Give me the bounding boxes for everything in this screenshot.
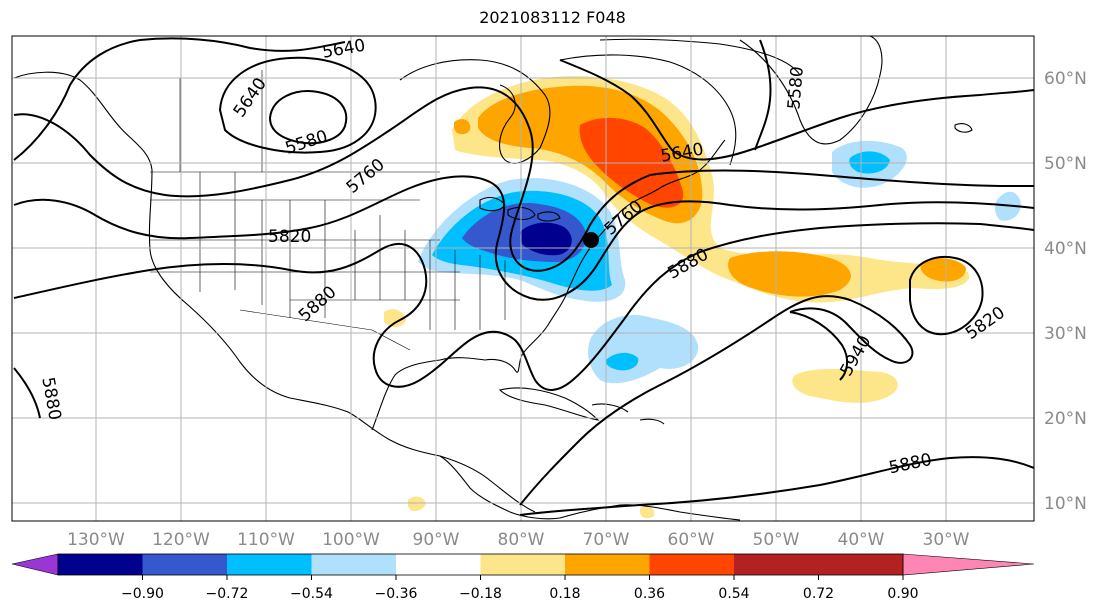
colorbar-tick-label: 0.90: [887, 586, 918, 602]
pos-anomaly-small-4: [454, 119, 471, 135]
lon-label: 130°W: [67, 530, 125, 550]
lon-label: 80°W: [498, 530, 545, 550]
colorbar-tick-label: 0.18: [549, 586, 580, 602]
lat-label: 50°N: [1044, 154, 1087, 174]
colorbar-segment: [734, 554, 819, 575]
colorbar-segment: [818, 554, 903, 575]
contour-5640-west: [13, 37, 346, 161]
pos-anomaly-small-2: [408, 496, 426, 512]
pos-anomaly-medium-east: [728, 251, 851, 297]
colorbar-tick-label: −0.36: [375, 586, 418, 602]
colorbar-extend-high: [902, 553, 1035, 576]
lon-label: 120°W: [152, 530, 210, 550]
map-title: 2021083112 F048: [479, 8, 626, 27]
storm-center-marker: [583, 232, 599, 248]
lon-label: 100°W: [322, 530, 380, 550]
anomaly-shading: [384, 76, 1021, 519]
colorbar-extend-low: [11, 553, 59, 576]
colorbar: −0.90 −0.72 −0.54 −0.36 −0.18 0.18 0.36 …: [11, 553, 1035, 602]
contour-5880-west-edge: [13, 367, 41, 419]
contour-5880: [13, 222, 1034, 391]
graticule: [12, 36, 1034, 521]
colorbar-ticks: [142, 575, 904, 580]
longitude-axis: 130°W 120°W 110°W 100°W 90°W 80°W 70°W 6…: [67, 530, 970, 550]
lat-label: 20°N: [1044, 409, 1087, 429]
lon-label: 60°W: [668, 530, 715, 550]
pos-anomaly-medium-far: [920, 258, 966, 282]
lat-label: 40°N: [1044, 239, 1087, 259]
colorbar-segment: [565, 554, 650, 575]
contour-5880-bottom: [519, 456, 1034, 516]
contour-5880-south: [519, 295, 914, 506]
colorbar-segment: [311, 554, 396, 575]
colorbar-segment: [227, 554, 312, 575]
colorbar-tick-label: −0.90: [121, 586, 164, 602]
lon-label: 70°W: [583, 530, 630, 550]
neg-anomaly-max: [520, 222, 572, 256]
pos-anomaly-small-1: [384, 309, 406, 328]
neg-anomaly-north-atlantic-core: [849, 151, 890, 174]
colorbar-segment: [58, 554, 143, 575]
latitude-axis: 60°N 50°N 40°N 30°N 20°N 10°N: [1044, 69, 1087, 514]
map-frame: [11, 35, 1035, 522]
height-contours: [13, 37, 1034, 516]
colorbar-tick-label: −0.18: [459, 586, 502, 602]
pos-anomaly-small-3: [640, 506, 655, 519]
contour-label: 5820: [268, 227, 311, 247]
pos-anomaly-south: [792, 368, 898, 403]
contour-5820-ring: [909, 256, 984, 336]
colorbar-segment: [396, 554, 481, 575]
colorbar-tick-label: −0.54: [290, 586, 333, 602]
lat-label: 60°N: [1044, 69, 1087, 89]
lon-label: 50°W: [753, 530, 800, 550]
contour-5580-ring: [268, 90, 348, 145]
lat-label: 30°N: [1044, 324, 1087, 344]
contour-5640-east: [559, 59, 1034, 161]
contour-5940: [789, 311, 848, 381]
contour-label: 5580: [784, 65, 808, 110]
contour-5760: [13, 86, 651, 272]
lat-label: 10°N: [1044, 494, 1087, 514]
colorbar-segment: [649, 554, 734, 575]
colorbar-tick-label: 0.72: [803, 586, 834, 602]
colorbar-segment: [142, 554, 227, 575]
neg-anomaly-atlantic-core: [605, 352, 639, 371]
colorbar-segment: [480, 554, 565, 575]
coastlines: [13, 36, 973, 521]
lon-label: 30°W: [923, 530, 970, 550]
lon-label: 40°W: [838, 530, 885, 550]
contour-5760-east: [649, 169, 1034, 187]
colorbar-tick-label: 0.54: [718, 586, 749, 602]
lon-label: 110°W: [237, 530, 295, 550]
contour-5580-east: [754, 39, 772, 151]
colorbar-tick-label: −0.72: [206, 586, 249, 602]
colorbar-tick-label: 0.36: [634, 586, 665, 602]
lon-label: 90°W: [413, 530, 460, 550]
contour-5820: [13, 175, 1034, 301]
contour-5640-low-ring: [218, 56, 377, 154]
